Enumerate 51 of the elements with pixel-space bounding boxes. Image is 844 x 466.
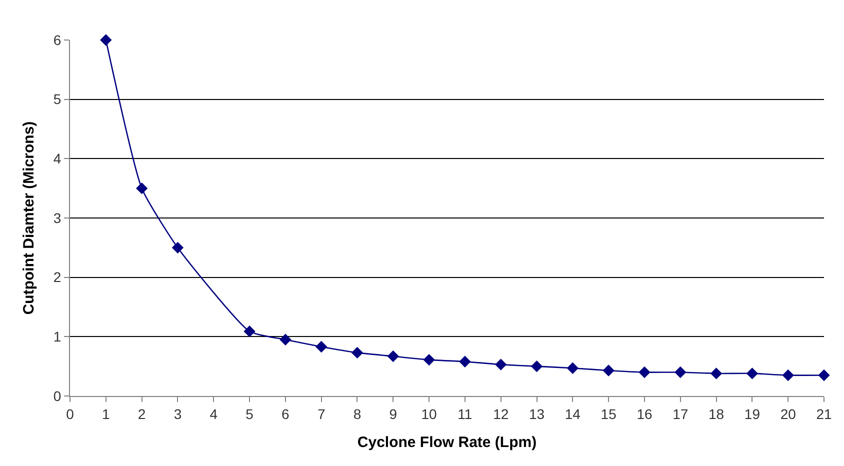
y-tick-label: 4	[53, 150, 62, 167]
point	[530, 360, 543, 372]
x-tick-label: 8	[353, 406, 362, 422]
point	[818, 369, 830, 382]
y-tick-label: 6	[53, 32, 62, 48]
point	[172, 242, 184, 254]
x-tick-label: 12	[493, 406, 509, 422]
point	[638, 366, 650, 378]
x-tick-label: 1	[102, 406, 110, 422]
y-tick-label: 5	[53, 91, 62, 108]
point	[782, 369, 794, 382]
x-tick-label: 6	[282, 406, 290, 422]
point	[136, 182, 148, 194]
x-tick-label: 21	[816, 406, 832, 422]
point	[459, 356, 471, 368]
y-tick-label: 2	[53, 269, 62, 286]
x-tick-label: 16	[636, 406, 652, 422]
point	[244, 325, 256, 338]
y-tick-label: 0	[53, 388, 62, 404]
point	[280, 334, 292, 346]
point	[495, 358, 507, 370]
y-axis-title: Cutpoint Diamter (Microns)	[20, 121, 38, 315]
x-tick-label: 15	[600, 406, 617, 422]
x-tick-label: 13	[528, 406, 545, 422]
point	[746, 368, 758, 380]
point	[100, 34, 112, 46]
y-tick-label: 3	[53, 210, 62, 226]
point	[423, 354, 435, 366]
point	[602, 364, 614, 376]
point	[351, 346, 364, 359]
x-tick-label: 4	[210, 406, 218, 422]
y-tick-label: 1	[53, 328, 62, 345]
point	[387, 350, 399, 362]
x-tick-label: 7	[317, 406, 326, 422]
x-tick-label: 5	[246, 406, 254, 422]
x-tick-label: 0	[66, 406, 74, 422]
x-tick-label: 9	[389, 406, 398, 422]
x-tick-label: 3	[174, 406, 182, 422]
x-tick-label: 2	[138, 406, 146, 422]
point	[566, 362, 579, 374]
x-axis-title: Cyclone Flow Rate (Lpm)	[357, 434, 537, 451]
point	[710, 368, 722, 380]
x-tick-label: 11	[458, 406, 472, 422]
x-tick-label: 19	[744, 406, 760, 422]
x-tick-label: 17	[672, 406, 688, 422]
x-tick-label: 14	[564, 406, 581, 422]
x-tick-label: 10	[421, 406, 438, 422]
point	[674, 366, 686, 378]
x-tick-label: 20	[780, 406, 796, 422]
x-tick-label: 18	[708, 406, 724, 422]
point	[315, 340, 328, 353]
